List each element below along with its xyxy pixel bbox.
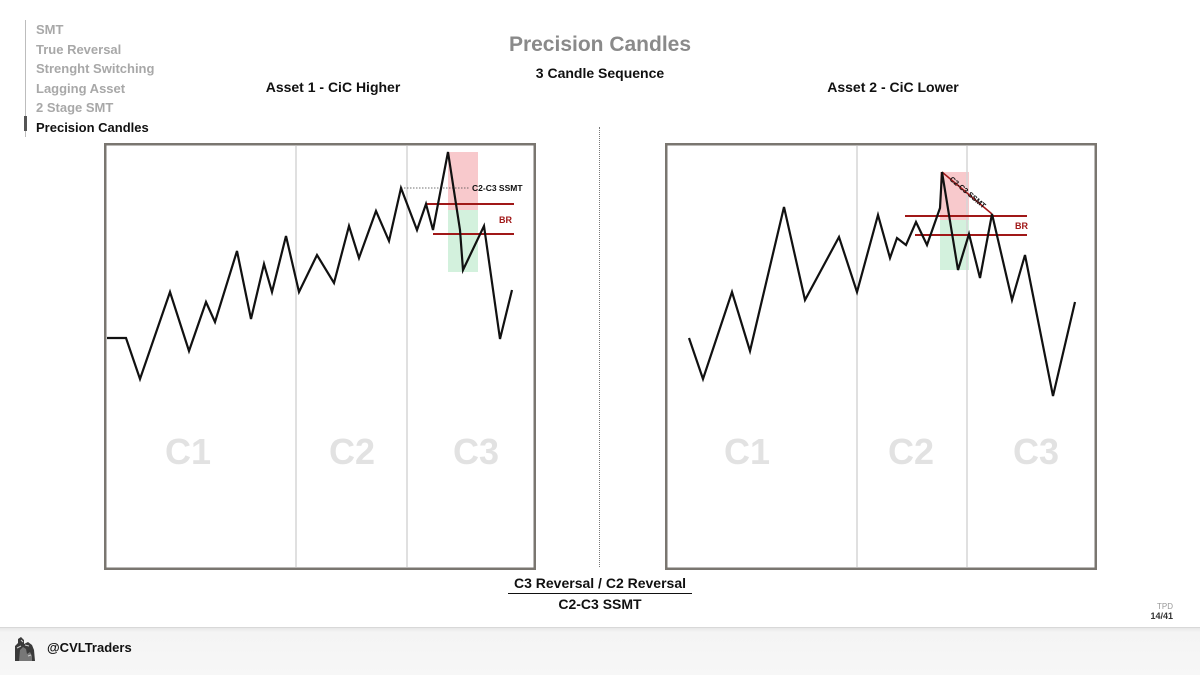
panel-title-asset-2: Asset 2 - CiC Lower — [827, 79, 959, 95]
asset-2-diagram: C1 C2 C3 C2-C3 SSMT BR — [665, 143, 1097, 570]
panel-frame — [104, 143, 536, 570]
asset-1-diagram: C1 C2 C3 C2-C3 SSMT BR — [104, 143, 536, 570]
panel-divider — [599, 127, 600, 567]
caption-ssmt: C2-C3 SSMT — [558, 596, 642, 612]
brand-logo-icon[interactable] — [12, 634, 38, 662]
page-title: Precision Candles — [508, 33, 692, 56]
candle-label-c2: C2 — [888, 431, 934, 472]
page-subtitle: 3 Candle Sequence — [535, 65, 665, 81]
nav-item-smt[interactable]: SMT — [36, 22, 64, 37]
nav-item-2-stage-smt[interactable]: 2 Stage SMT — [36, 100, 114, 115]
page-number: 14/41 — [1150, 611, 1173, 621]
candle-label-c3: C3 — [453, 431, 499, 472]
smt-label: C2-C3 SSMT — [472, 183, 523, 193]
active-section-marker — [24, 116, 27, 131]
nav-item-precision-candles[interactable]: Precision Candles — [36, 119, 149, 135]
panel-frame — [665, 143, 1097, 570]
caption-divider — [508, 593, 692, 594]
twitter-handle[interactable]: @CVLTraders — [47, 640, 132, 655]
candle-label-c1: C1 — [165, 431, 211, 472]
price-path — [687, 171, 1077, 397]
price-path — [107, 151, 514, 383]
caption-reversal: C3 Reversal / C2 Reversal — [514, 575, 686, 591]
br-label: BR — [499, 215, 512, 225]
candle-label-c2: C2 — [329, 431, 375, 472]
nav-item-true-reversal[interactable]: True Reversal — [36, 41, 122, 57]
panel-title-asset-1: Asset 1 - CiC Higher — [265, 79, 401, 95]
candle-label-c1: C1 — [724, 431, 770, 472]
nav-item-strength-switching[interactable]: Strenght Switching — [36, 61, 155, 76]
candle-label-c3: C3 — [1013, 431, 1059, 472]
br-label: BR — [1015, 221, 1028, 231]
smt-divergence-line — [941, 171, 993, 215]
page-code: TPD — [1157, 602, 1173, 611]
nav-item-lagging-asset[interactable]: Lagging Asset — [36, 80, 126, 96]
section-nav: SMT True Reversal Strenght Switching Lag… — [24, 20, 155, 137]
footer-bar: @CVLTraders — [0, 627, 1200, 675]
